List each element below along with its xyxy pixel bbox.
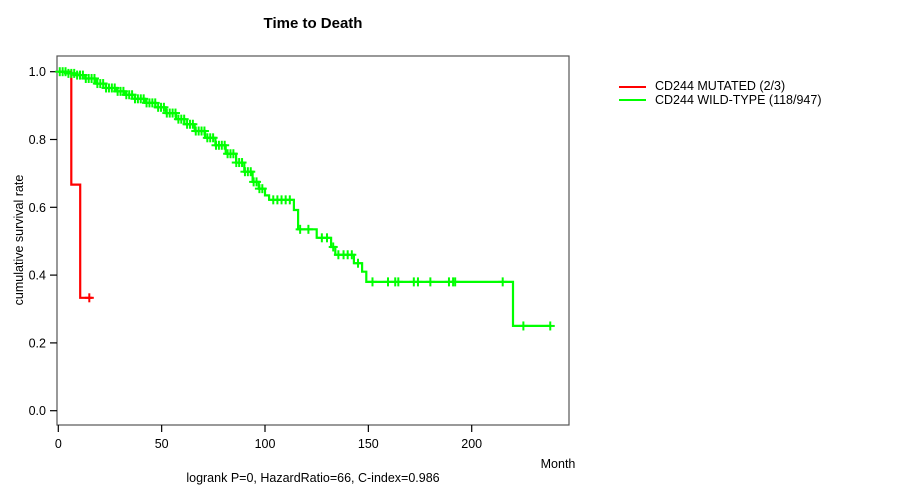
x-tick-label: 200 bbox=[461, 437, 482, 451]
km-curve-wildtype bbox=[58, 70, 552, 327]
x-tick-label: 150 bbox=[358, 437, 379, 451]
y-tick-label: 0.2 bbox=[29, 336, 46, 350]
km-curve-mutated bbox=[58, 70, 93, 299]
legend-item-mutated: CD244 MUTATED (2/3) bbox=[619, 80, 822, 94]
wildtype-line-swatch bbox=[619, 99, 646, 102]
x-tick-label: 50 bbox=[155, 437, 169, 451]
y-tick-label: 0.6 bbox=[29, 201, 46, 215]
legend-item-wildtype: CD244 WILD-TYPE (118/947) bbox=[619, 92, 822, 108]
plot-frame bbox=[56, 55, 570, 426]
legend-label-mutated: CD244 MUTATED (2/3) bbox=[655, 79, 786, 94]
legend: CD244 MUTATED (2/3) CD244 WILD-TYPE (118… bbox=[619, 80, 822, 107]
stats-caption: logrank P=0, HazardRatio=66, C-index=0.9… bbox=[186, 471, 440, 485]
y-tick-label: 0.4 bbox=[29, 269, 46, 283]
y-tick-label: 0.8 bbox=[29, 133, 46, 147]
y-tick-label: 0.0 bbox=[29, 404, 46, 418]
y-axis-label: cumulative survival rate bbox=[12, 174, 26, 306]
x-tick-label: 0 bbox=[55, 437, 62, 451]
x-tick-label: 100 bbox=[255, 437, 276, 451]
x-axis-label: Month bbox=[540, 457, 576, 471]
mutated-line-swatch bbox=[619, 85, 646, 88]
chart-title: Time to Death bbox=[263, 15, 363, 32]
legend-label-wildtype: CD244 WILD-TYPE (118/947) bbox=[655, 92, 822, 107]
y-tick-label: 1.0 bbox=[29, 65, 46, 79]
